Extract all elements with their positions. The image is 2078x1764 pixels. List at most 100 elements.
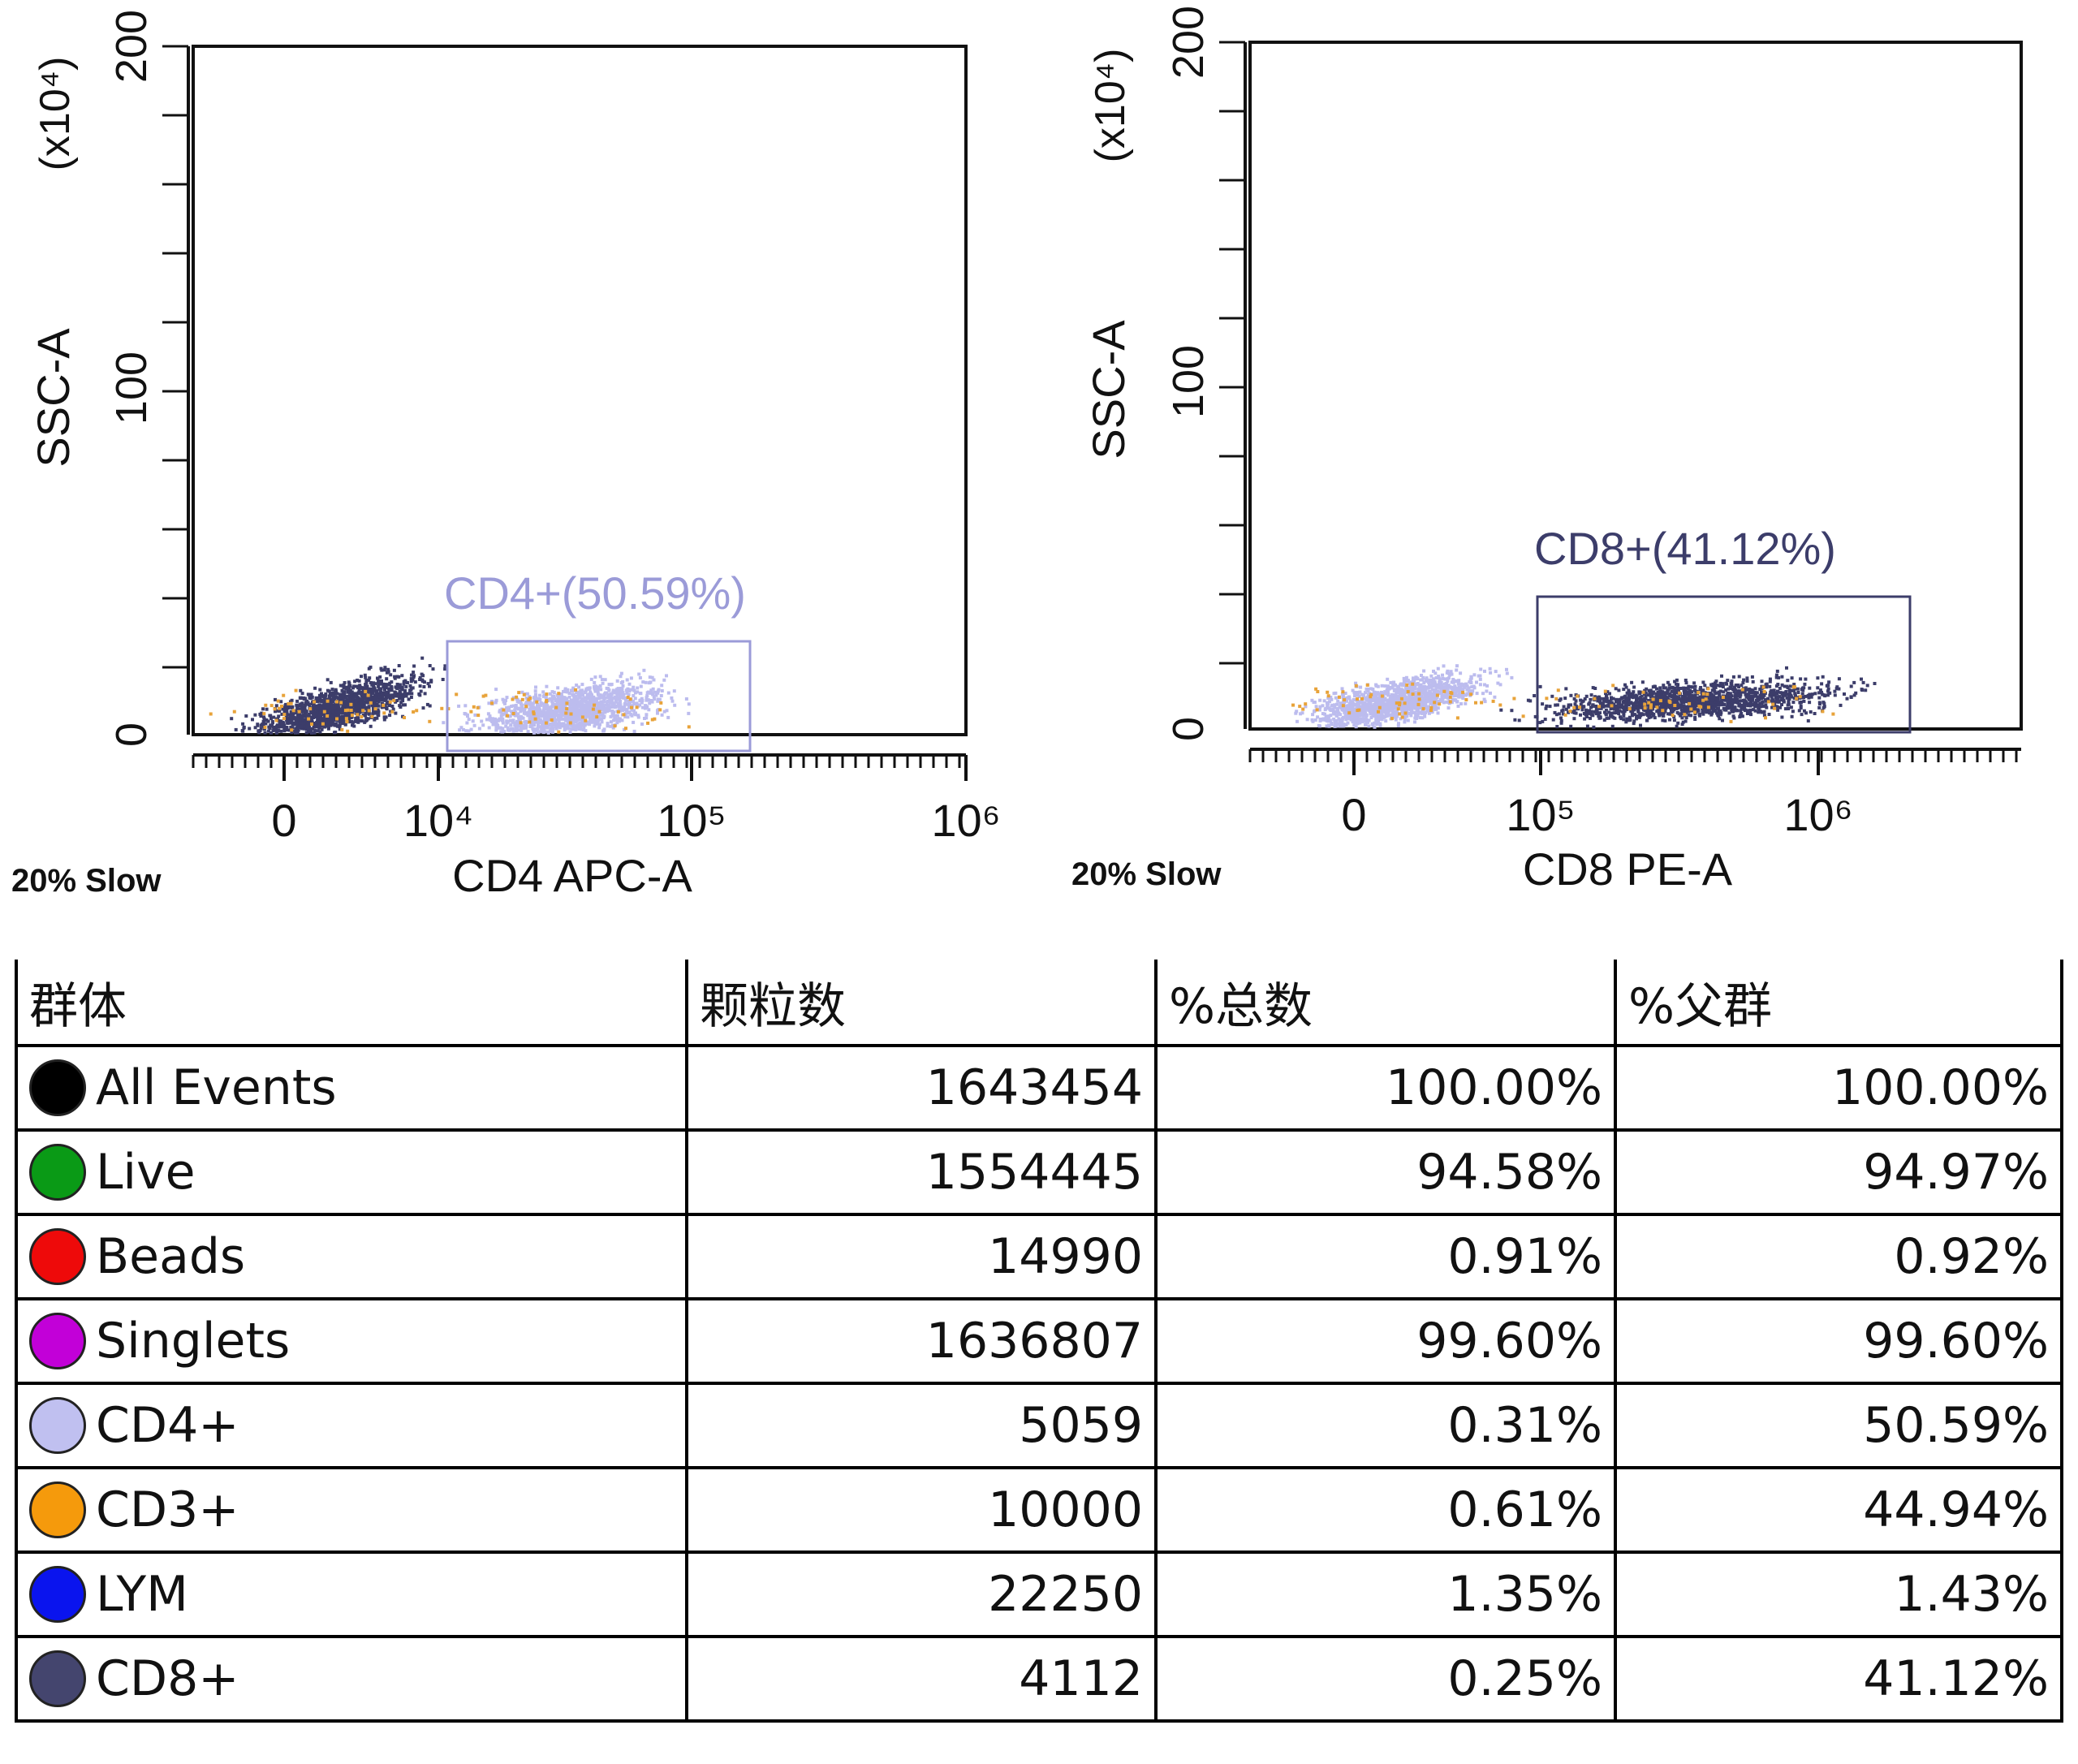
event-dot: [244, 714, 248, 718]
event-dot: [1364, 714, 1369, 718]
event-dot: [1369, 716, 1373, 719]
cd3-event-dot: [1357, 708, 1361, 712]
event-dot: [566, 721, 570, 725]
cd3-event-dot: [524, 705, 528, 709]
event-dot: [558, 715, 562, 719]
event-dot: [1328, 700, 1331, 704]
event-dot: [659, 694, 663, 697]
event-dot: [1367, 718, 1371, 722]
event-dot: [511, 704, 515, 708]
event-dot: [264, 722, 268, 726]
event-dot: [1420, 674, 1423, 677]
event-dot: [615, 695, 619, 699]
event-dot: [1400, 695, 1404, 699]
event-dot: [1554, 713, 1558, 717]
event-dot: [581, 699, 585, 703]
cd3-event-dot: [584, 718, 588, 722]
event-dot: [342, 707, 346, 711]
event-dot: [343, 699, 347, 703]
cd3-event-dot: [1398, 703, 1402, 707]
event-dot: [471, 719, 475, 723]
event-dot: [1354, 712, 1357, 716]
event-dot: [423, 692, 427, 696]
event-dot: [632, 699, 636, 703]
event-dot: [1440, 688, 1443, 692]
event-dot: [383, 703, 387, 707]
event-dot: [338, 727, 342, 731]
event-dot: [367, 678, 371, 682]
cd3-event-dot: [624, 727, 627, 731]
event-dot: [1318, 705, 1322, 709]
event-dot: [1354, 681, 1358, 685]
event-dot: [1436, 666, 1440, 671]
event-dot: [556, 686, 560, 690]
cd3-event-dot: [1316, 690, 1320, 693]
event-dot: [1409, 714, 1413, 718]
event-dot: [598, 675, 602, 679]
event-dot: [647, 708, 651, 712]
event-dot: [510, 705, 513, 709]
event-dot: [325, 678, 330, 682]
event-dot: [541, 694, 545, 698]
event-dot: [611, 688, 615, 692]
event-dot: [614, 718, 619, 722]
event-dot: [562, 705, 566, 709]
event-dot: [1390, 699, 1395, 703]
event-dot: [358, 684, 362, 688]
event-dot: [369, 665, 373, 669]
event-dot: [303, 705, 307, 709]
event-dot: [533, 689, 537, 693]
event-dot: [418, 684, 422, 688]
event-dot: [346, 690, 350, 694]
event-dot: [554, 718, 558, 722]
event-dot: [593, 689, 597, 693]
event-dot: [269, 714, 273, 718]
event-dot: [466, 714, 469, 718]
event-dot: [598, 717, 602, 721]
event-dot: [382, 684, 386, 688]
event-dot: [609, 692, 613, 696]
event-dot: [607, 703, 611, 707]
event-dot: [1386, 693, 1390, 697]
event-dot: [285, 710, 289, 714]
event-dot: [1352, 709, 1356, 712]
event-dot: [592, 718, 596, 722]
event-dot: [379, 682, 383, 686]
event-dot: [348, 705, 352, 709]
event-dot: [1727, 711, 1731, 715]
event-dot: [529, 708, 533, 712]
event-dot: [400, 674, 404, 678]
event-dot: [1399, 683, 1403, 687]
event-dot: [386, 670, 390, 674]
event-dot: [260, 711, 264, 715]
event-dot: [1413, 687, 1417, 691]
event-dot: [321, 717, 325, 721]
event-dot: [1360, 717, 1364, 721]
cd3-event-dot: [282, 693, 286, 697]
event-dot: [1353, 694, 1356, 697]
event-dot: [1374, 718, 1378, 722]
event-dot: [574, 720, 578, 724]
event-dot: [1389, 695, 1393, 698]
cd3-event-dot: [364, 689, 368, 693]
event-dot: [1344, 704, 1348, 708]
event-dot: [606, 696, 610, 700]
event-dot: [540, 709, 543, 714]
cd3-event-dot: [1469, 692, 1473, 697]
event-dot: [1317, 708, 1321, 712]
event-dot: [364, 692, 367, 697]
event-dot: [323, 715, 327, 719]
event-dot: [1615, 697, 1619, 701]
event-dot: [551, 722, 555, 726]
event-dot: [1768, 684, 1772, 688]
event-dot: [603, 703, 607, 707]
event-dot: [1457, 679, 1461, 683]
event-dot: [591, 710, 595, 714]
event-dot: [1684, 686, 1688, 690]
event-dot: [402, 679, 406, 684]
event-dot: [606, 722, 610, 726]
event-dot: [1608, 699, 1612, 703]
event-dot: [1404, 696, 1408, 700]
event-dot: [1703, 684, 1707, 688]
